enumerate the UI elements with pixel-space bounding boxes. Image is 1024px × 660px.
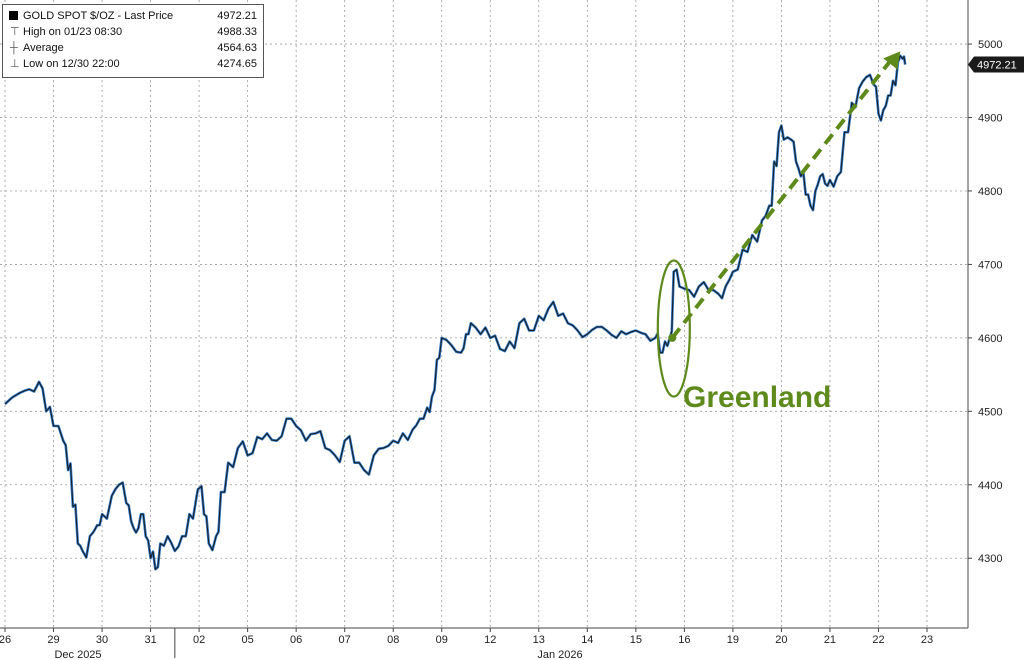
legend-low-value: 4274.65 xyxy=(217,58,257,70)
y-tick-label: 4700 xyxy=(978,259,1002,271)
x-tick-label: 08 xyxy=(387,634,399,646)
y-tick-label: 4800 xyxy=(978,186,1002,198)
y-tick-label: 4400 xyxy=(978,480,1002,492)
x-tick-label: 19 xyxy=(727,634,739,646)
legend-title: GOLD SPOT $/OZ - Last Price xyxy=(23,10,174,22)
x-tick-label: 22 xyxy=(872,634,884,646)
x-tick-label: 20 xyxy=(775,634,787,646)
x-tick-label: 09 xyxy=(436,634,448,646)
legend-low-row: ⊥ Low on 12/30 22:00 4274.65 xyxy=(9,56,257,72)
legend-last-price: 4972.21 xyxy=(217,10,257,22)
x-tick-label: 30 xyxy=(96,634,108,646)
y-tick-label: 4300 xyxy=(978,553,1002,565)
high-marker-icon: ⊤ xyxy=(10,26,20,38)
x-tick-label: 13 xyxy=(533,634,545,646)
y-tick-label: 4900 xyxy=(978,113,1002,125)
low-marker-icon: ⊥ xyxy=(10,58,20,70)
x-tick-label: 26 xyxy=(0,634,11,646)
trend-arrow-head xyxy=(883,51,901,70)
chart-legend: GOLD SPOT $/OZ - Last Price 4972.21 ⊤ Hi… xyxy=(2,4,264,78)
price-line xyxy=(4,55,906,570)
x-tick-label: 06 xyxy=(290,634,302,646)
price-line-highlight xyxy=(4,54,907,571)
annotation-layer: Greenland xyxy=(656,51,901,414)
trend-arrow-start-dot xyxy=(668,333,677,342)
x-axis: 26 29 30 31 02 05 06 07 08 09 12 13 14 15 16 19 20 21 22 23… xyxy=(0,628,933,660)
legend-average-row: ┼ Average 4564.63 xyxy=(9,40,257,56)
average-marker-icon: ┼ xyxy=(10,42,18,54)
greenland-label: Greenland xyxy=(683,381,831,414)
legend-low-label: Low on 12/30 22:00 xyxy=(23,58,120,70)
legend-high-value: 4988.33 xyxy=(217,26,257,38)
x-tick-label: 14 xyxy=(581,634,593,646)
month-label: Jan 2026 xyxy=(537,649,582,660)
greenland-highlight-ellipse xyxy=(656,259,691,398)
x-tick-label: 02 xyxy=(193,634,205,646)
x-tick-label: 12 xyxy=(484,634,496,646)
x-tick-label: 15 xyxy=(630,634,642,646)
legend-high-label: High on 01/23 08:30 xyxy=(23,26,123,38)
x-tick-label: 16 xyxy=(678,634,690,646)
x-tick-label: 05 xyxy=(242,634,254,646)
legend-average-label: Average xyxy=(23,42,64,54)
month-label: Dec 2025 xyxy=(54,649,101,660)
y-tick-label: 4600 xyxy=(978,333,1002,345)
price-series xyxy=(4,54,907,571)
chart-grid xyxy=(0,0,969,629)
last-price-tag: 4972.21 xyxy=(968,56,1024,73)
legend-title-row: GOLD SPOT $/OZ - Last Price 4972.21 xyxy=(9,8,257,24)
x-tick-label: 31 xyxy=(144,634,156,646)
last-price-tag-shape xyxy=(968,56,1024,73)
y-axis: 4300 4400 4500 4600 4700 4800 4900 5000 4972.21 xyxy=(968,39,1024,565)
y-tick-label: 4500 xyxy=(978,406,1002,418)
legend-high-row: ⊤ High on 01/23 08:30 4988.33 xyxy=(9,24,257,40)
y-tick-label: 5000 xyxy=(978,39,1002,51)
x-tick-label: 07 xyxy=(339,634,351,646)
black-square-icon xyxy=(9,11,18,20)
x-tick-label: 23 xyxy=(921,634,933,646)
trend-arrow-line xyxy=(670,57,894,340)
legend-average-value: 4564.63 xyxy=(217,42,257,54)
x-tick-label: 29 xyxy=(47,634,59,646)
last-price-tag-label: 4972.21 xyxy=(977,59,1017,71)
x-tick-label: 21 xyxy=(824,634,836,646)
